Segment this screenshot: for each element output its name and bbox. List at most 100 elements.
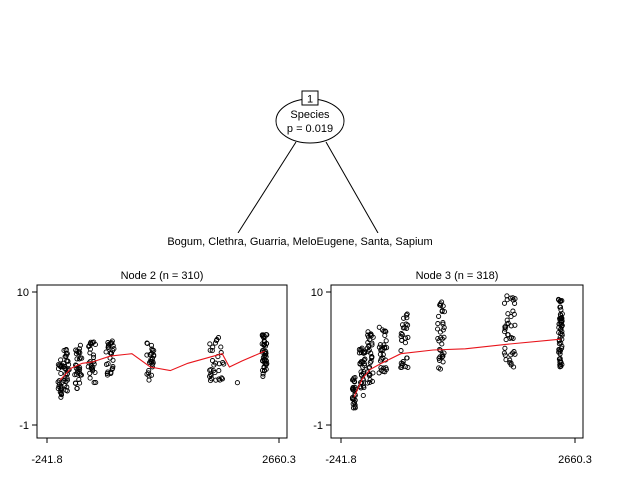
data-point xyxy=(370,334,376,340)
data-point xyxy=(360,383,366,389)
data-point xyxy=(556,329,562,336)
data-point xyxy=(58,370,64,377)
edge-left xyxy=(237,141,297,234)
terminal-node-2: Node 2 (n = 310) 10 -1 -241.8 2660.3 xyxy=(17,270,296,466)
data-point xyxy=(261,341,267,347)
split-label-bg xyxy=(150,233,450,249)
data-point xyxy=(108,340,114,346)
data-point xyxy=(151,353,157,359)
data-point xyxy=(439,354,445,360)
data-point xyxy=(381,342,387,348)
data-point xyxy=(508,362,514,368)
data-point xyxy=(439,336,445,342)
data-point xyxy=(559,314,565,321)
data-point xyxy=(437,366,443,372)
root-node: 1 Species p = 0.019 xyxy=(275,90,345,144)
data-point xyxy=(400,359,406,365)
data-point xyxy=(73,380,79,386)
data-point xyxy=(440,327,446,333)
data-point xyxy=(87,370,93,376)
data-point xyxy=(352,402,358,408)
split-label: Bogum, Clethra, Guarria, MeloEugene, San… xyxy=(167,236,432,248)
data-point xyxy=(56,383,62,389)
data-point xyxy=(441,309,447,315)
data-point xyxy=(63,353,69,359)
data-point xyxy=(511,349,517,355)
data-point xyxy=(399,337,405,343)
x-tick-label: 2660.3 xyxy=(262,454,296,466)
data-point xyxy=(403,312,409,318)
node-3-plot: 10 -1 -241.8 2660.3 xyxy=(311,284,592,466)
node-2-title: Node 2 (n = 310) xyxy=(121,270,204,282)
data-point xyxy=(383,338,389,344)
data-point xyxy=(507,357,513,363)
data-point xyxy=(384,345,390,351)
data-point xyxy=(362,363,368,369)
data-point xyxy=(439,352,445,358)
data-point xyxy=(110,365,116,371)
data-point xyxy=(58,386,65,392)
data-point xyxy=(64,351,70,357)
node-2-plot: 10 -1 -241.8 2660.3 xyxy=(17,284,296,466)
fit-line xyxy=(353,338,561,398)
data-point xyxy=(85,364,91,370)
data-point xyxy=(381,344,388,350)
data-point xyxy=(381,328,387,334)
data-point xyxy=(58,392,65,398)
data-point xyxy=(58,357,64,363)
data-point xyxy=(75,350,82,356)
data-point xyxy=(367,379,373,386)
data-point xyxy=(64,358,70,364)
data-point xyxy=(358,346,364,352)
data-point xyxy=(556,346,562,353)
data-point xyxy=(402,325,408,331)
data-point xyxy=(378,356,384,362)
data-point xyxy=(512,322,518,328)
data-point xyxy=(62,363,68,369)
data-point xyxy=(366,371,372,377)
data-point xyxy=(380,352,386,358)
data-point xyxy=(263,350,269,356)
x-tick-label: -241.8 xyxy=(31,454,62,466)
data-point xyxy=(366,343,372,349)
data-point xyxy=(210,344,216,350)
data-point xyxy=(218,350,224,356)
data-point xyxy=(378,367,384,373)
data-point xyxy=(510,297,516,303)
data-point xyxy=(440,319,446,326)
data-point xyxy=(556,347,562,353)
x-tick-label: -241.8 xyxy=(325,454,356,466)
data-point xyxy=(505,332,511,338)
data-point xyxy=(260,357,266,364)
data-point xyxy=(398,331,404,337)
data-point xyxy=(90,352,97,358)
root-node-id: 1 xyxy=(307,94,313,106)
data-point xyxy=(110,357,116,363)
data-point xyxy=(556,324,562,331)
data-point xyxy=(441,325,447,331)
data-point xyxy=(108,350,115,356)
data-point xyxy=(365,348,371,354)
data-point xyxy=(505,311,511,317)
data-point xyxy=(366,373,372,379)
data-point xyxy=(405,334,411,340)
data-point xyxy=(76,376,82,383)
data-point xyxy=(77,355,83,361)
x-tick-label: 2660.3 xyxy=(558,454,592,466)
data-point xyxy=(505,320,511,326)
data-point xyxy=(502,326,508,332)
data-point xyxy=(150,360,156,366)
terminal-node-3: Node 3 (n = 318) 10 -1 -241.8 2660.3 xyxy=(311,270,592,466)
data-point xyxy=(262,339,268,345)
data-point xyxy=(502,329,508,335)
fit-line xyxy=(59,350,265,381)
data-point xyxy=(376,324,382,330)
data-point xyxy=(260,373,266,379)
data-point xyxy=(557,304,564,310)
y-tick-label: 10 xyxy=(17,287,29,299)
data-point xyxy=(351,400,357,406)
data-point xyxy=(508,323,514,329)
data-point xyxy=(557,359,563,365)
node-3-title: Node 3 (n = 318) xyxy=(416,270,499,282)
data-point xyxy=(87,350,93,356)
